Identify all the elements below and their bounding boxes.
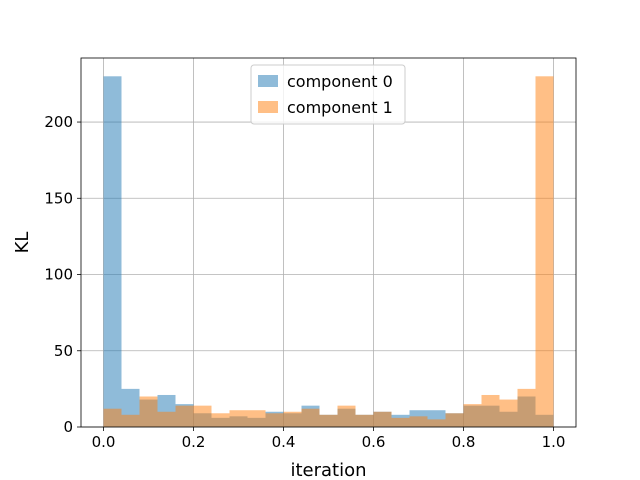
bar-component-1: [391, 417, 410, 427]
bar-component-1: [337, 405, 356, 427]
bar-component-1: [517, 388, 536, 427]
legend-label-component-0: component 0: [287, 72, 393, 91]
x-axis-ticks: 0.0 0.2 0.4 0.6 0.8 1.0: [92, 427, 566, 451]
y-tick-label: 200: [44, 113, 73, 131]
legend-swatch-component-1: [258, 101, 278, 113]
bar-component-1: [265, 413, 284, 427]
bar-component-1: [445, 413, 464, 427]
legend-box: [250, 64, 406, 125]
bar-component-1: [427, 419, 446, 427]
bar-component-1: [211, 413, 230, 427]
bar-component-1: [373, 411, 392, 427]
x-tick-label: 0.6: [362, 433, 386, 451]
x-tick-label: 0.2: [182, 433, 206, 451]
bar-component-1: [139, 396, 158, 427]
histogram-bars: [103, 76, 554, 428]
bar-component-1: [535, 76, 554, 428]
bar-component-1: [319, 414, 338, 427]
bar-component-1: [247, 410, 266, 427]
bar-component-1: [283, 411, 302, 427]
y-tick-label: 50: [54, 342, 73, 360]
legend-label-component-1: component 1: [287, 98, 393, 117]
bar-component-1: [175, 405, 194, 427]
legend: component 0 component 1: [250, 64, 406, 125]
x-tick-label: 0.8: [452, 433, 476, 451]
x-tick-label: 0.0: [92, 433, 116, 451]
x-tick-label: 1.0: [542, 433, 566, 451]
x-tick-label: 0.4: [272, 433, 296, 451]
bar-component-1: [193, 405, 212, 427]
y-tick-label: 0: [63, 418, 73, 436]
bar-component-1: [409, 416, 428, 427]
legend-swatch-component-0: [258, 75, 278, 87]
axes-frame: [80, 57, 577, 428]
bar-component-0: [103, 76, 122, 428]
x-axis-label: iteration: [290, 460, 366, 480]
bar-component-1: [463, 404, 482, 427]
bar-component-1: [121, 414, 140, 427]
y-axis-ticks: 0 50 100 150 200: [44, 113, 81, 436]
y-axis-label: KL: [12, 232, 33, 254]
y-tick-label: 150: [44, 189, 73, 207]
y-tick-label: 100: [44, 266, 73, 284]
bar-component-1: [499, 399, 518, 427]
bar-component-1: [103, 408, 122, 427]
bar-component-1: [301, 408, 320, 427]
bar-component-1: [229, 410, 248, 427]
bar-component-1: [157, 411, 176, 427]
bar-component-1: [481, 394, 500, 427]
bar-component-1: [355, 414, 374, 427]
